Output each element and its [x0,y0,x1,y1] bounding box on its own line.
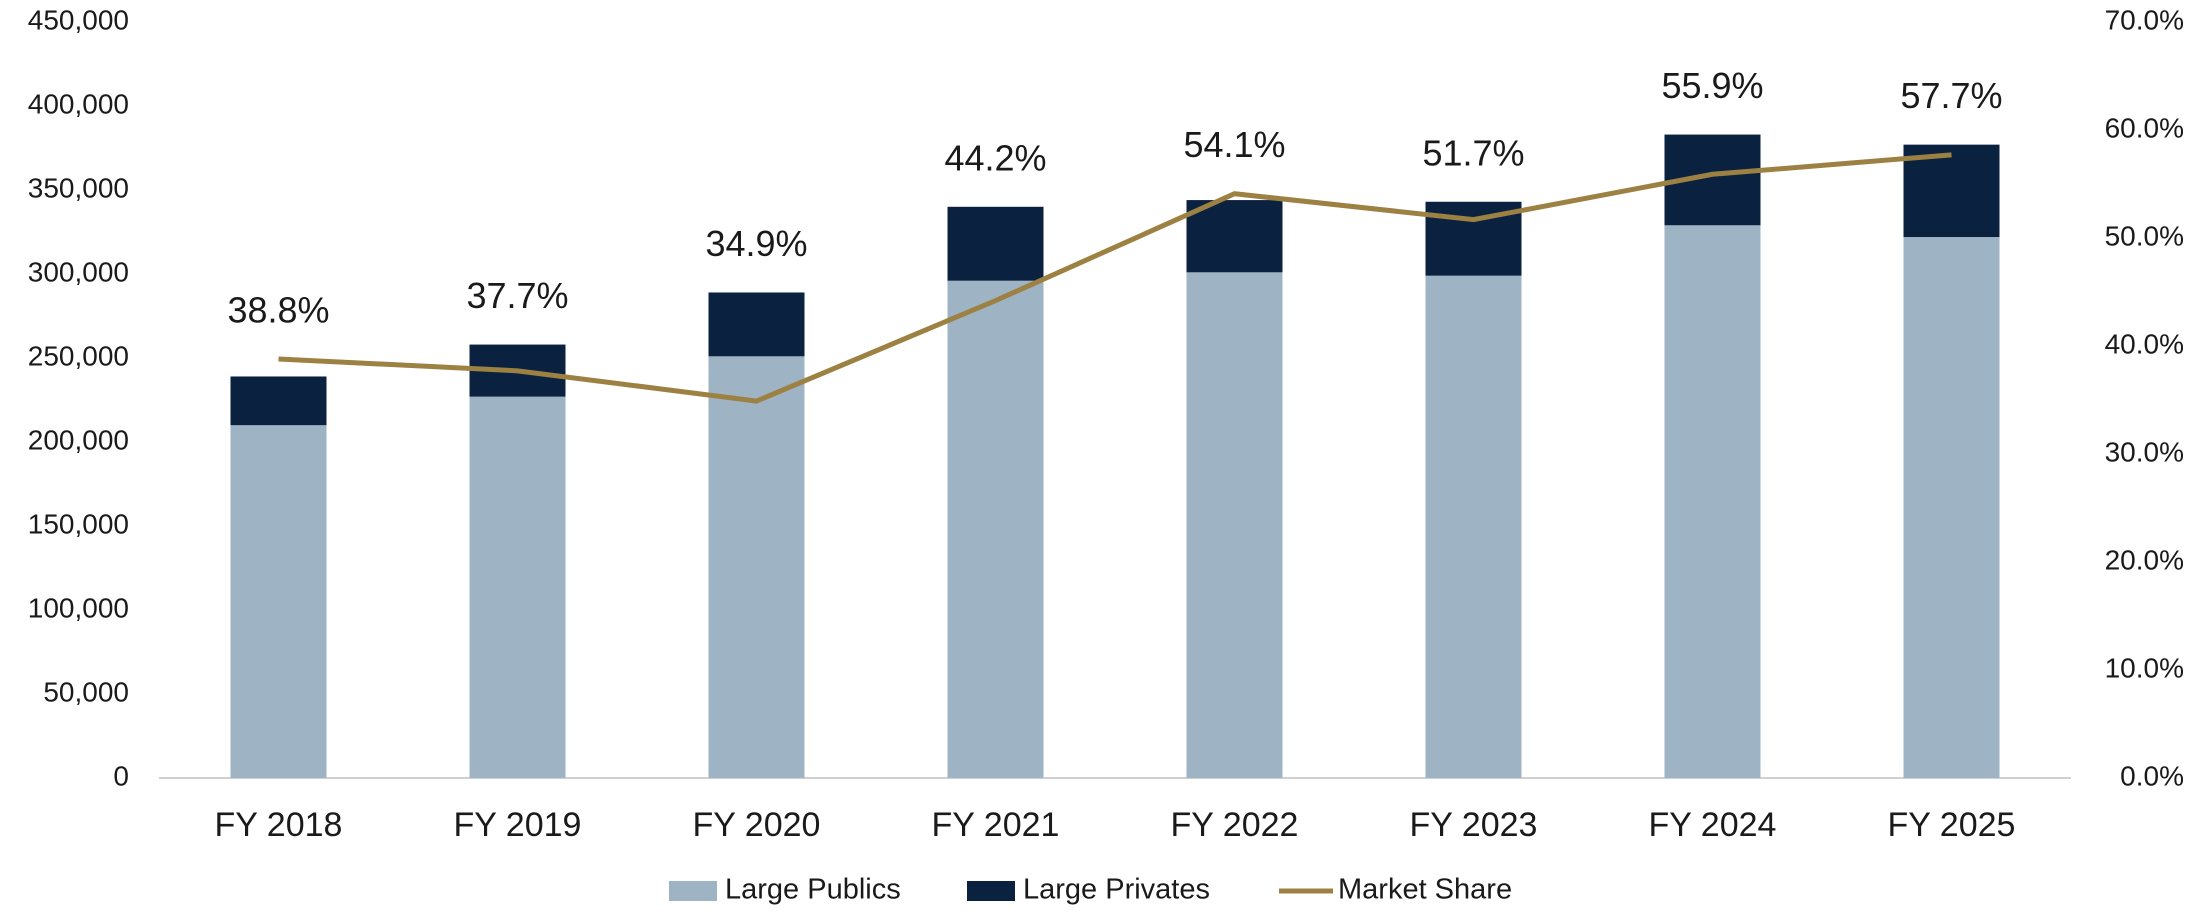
data-label: 44.2% [944,137,1046,178]
data-label: 38.8% [227,289,329,330]
bar-segment [1425,275,1522,778]
y-tick-label: 0 [113,760,129,791]
data-label: 57.7% [1900,75,2002,116]
y-tick-label: 50,000 [43,676,129,707]
y-tick-label: 200,000 [28,424,129,455]
x-tick-label: FY 2024 [1649,806,1777,844]
y2-tick-label: 40.0% [2105,328,2184,359]
data-label: 37.7% [466,275,568,316]
bar-segment [1903,237,2000,779]
x-tick-label: FY 2025 [1888,806,2016,844]
y2-tick-label: 20.0% [2105,544,2184,575]
bar-segment [1664,225,1761,778]
y-tick-label: 400,000 [28,88,129,119]
bar-segment [947,280,1044,778]
line-series [278,152,1952,404]
legend-swatch [669,881,717,901]
y-tick-label: 100,000 [28,592,129,623]
x-tick-label: FY 2018 [215,806,343,844]
bar-segment [230,376,327,426]
data-label: 54.1% [1183,124,1285,165]
bar-segment [1186,272,1283,778]
y2-tick-label: 50.0% [2105,220,2184,251]
y2-tick-label: 30.0% [2105,436,2184,467]
bar-segment [230,425,327,778]
x-tick-label: FY 2023 [1410,806,1538,844]
bar-segment [1186,200,1283,273]
bar-segment [1903,144,2000,238]
bar-segment [947,206,1044,281]
legend-label: Large Privates [1023,874,1210,906]
y-tick-label: 300,000 [28,256,129,287]
legend-label: Market Share [1338,874,1512,906]
y2-tick-label: 70.0% [2105,4,2184,35]
x-tick-label: FY 2020 [693,806,821,844]
data-label: 55.9% [1661,65,1763,106]
y-tick-label: 350,000 [28,172,129,203]
y-tick-label: 150,000 [28,508,129,539]
y2-tick-label: 0.0% [2120,760,2184,791]
y-tick-label: 250,000 [28,340,129,371]
bar-segment [469,396,566,778]
bar-segment [708,356,805,778]
y2-tick-label: 60.0% [2105,112,2184,143]
x-tick-label: FY 2019 [454,806,582,844]
x-tick-label: FY 2022 [1171,806,1299,844]
data-label: 51.7% [1422,132,1524,173]
x-tick-label: FY 2021 [932,806,1060,844]
legend-label: Large Publics [725,874,901,906]
data-label: 34.9% [705,223,807,264]
y-tick-label: 450,000 [28,4,129,35]
legend-swatch [967,881,1015,901]
y2-tick-label: 10.0% [2105,652,2184,683]
bar-segment [708,292,805,357]
